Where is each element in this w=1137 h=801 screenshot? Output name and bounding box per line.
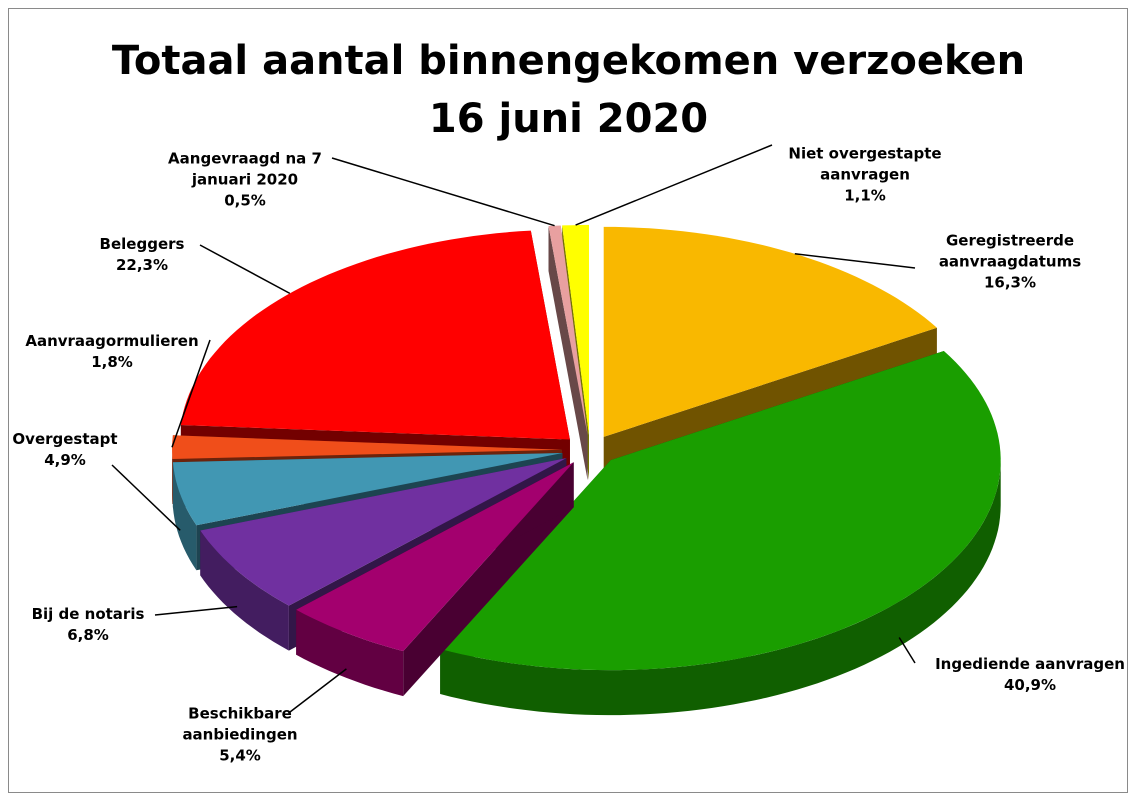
category-label: Beleggers — [99, 235, 185, 253]
value-label: 40,9% — [1003, 676, 1057, 694]
value-label: 1,1% — [844, 186, 886, 205]
category-label: Overgestapt — [12, 430, 118, 448]
slice-wall — [440, 460, 1001, 716]
value-label: 6,8% — [67, 626, 109, 644]
slice-wall — [172, 462, 197, 571]
slice-top — [200, 458, 567, 606]
leader-line — [199, 244, 291, 295]
slice-top — [562, 224, 589, 435]
leader-line — [171, 339, 211, 448]
slice-top — [603, 226, 937, 437]
data-label: Niet overgestapte aanvragen 1,1% — [778, 144, 953, 207]
slice — [296, 462, 574, 697]
leader-line — [794, 253, 916, 269]
category-label: Aanvraagormulieren — [25, 332, 199, 350]
slice-top — [440, 351, 1001, 671]
chart-title: Totaal aantal binnengekomen verzoeken — [111, 38, 1026, 84]
value-label: 1,8% — [91, 353, 133, 371]
data-label: Overgestapt 4,9% — [0, 429, 135, 471]
data-label: Geregistreerde aanvraagdatums 16,3% — [935, 231, 1085, 294]
slice — [440, 351, 1001, 716]
value-label: 0,5% — [224, 191, 266, 210]
slice-top — [296, 462, 574, 652]
data-label: Beleggers 22,3% — [72, 234, 212, 276]
category-label: Ingediende aanvragen — [935, 655, 1125, 673]
leader-line — [898, 637, 916, 664]
category-label: Beschikbare aanbiedingen — [182, 704, 298, 744]
leader-line — [331, 157, 555, 227]
leader-line — [575, 144, 773, 226]
data-label: Bij de notaris 6,8% — [8, 604, 168, 646]
slice-side — [548, 226, 588, 480]
value-label: 4,9% — [44, 451, 86, 469]
value-label: 16,3% — [983, 273, 1037, 292]
leader-line — [111, 464, 181, 531]
leader-line — [289, 668, 347, 713]
slice — [548, 225, 588, 480]
leader-line — [154, 605, 238, 616]
category-label: Niet overgestapte aanvragen — [788, 144, 942, 184]
value-label: 22,3% — [115, 256, 169, 274]
chart-frame — [8, 8, 1128, 793]
category-label: Geregistreerde aanvraagdatums — [938, 231, 1082, 271]
chart-subtitle: 16 juni 2020 — [428, 96, 709, 142]
data-label: Ingediende aanvragen 40,9% — [910, 654, 1137, 696]
category-label: Aangevraagd na 7 januari 2020 — [168, 149, 322, 189]
slice-top — [172, 435, 562, 459]
data-label: Aangevraagd na 7 januari 2020 0,5% — [153, 149, 338, 212]
slice-wall — [296, 609, 404, 697]
slice-top — [172, 453, 563, 526]
slice-top — [548, 225, 588, 435]
slice-top — [180, 230, 570, 440]
value-label: 5,4% — [219, 746, 261, 765]
slice-wall — [200, 530, 289, 651]
category-label: Bij de notaris — [31, 605, 145, 623]
data-label: Beschikbare aanbiedingen 5,4% — [175, 704, 305, 767]
data-label: Aanvraagormulieren 1,8% — [2, 331, 222, 373]
